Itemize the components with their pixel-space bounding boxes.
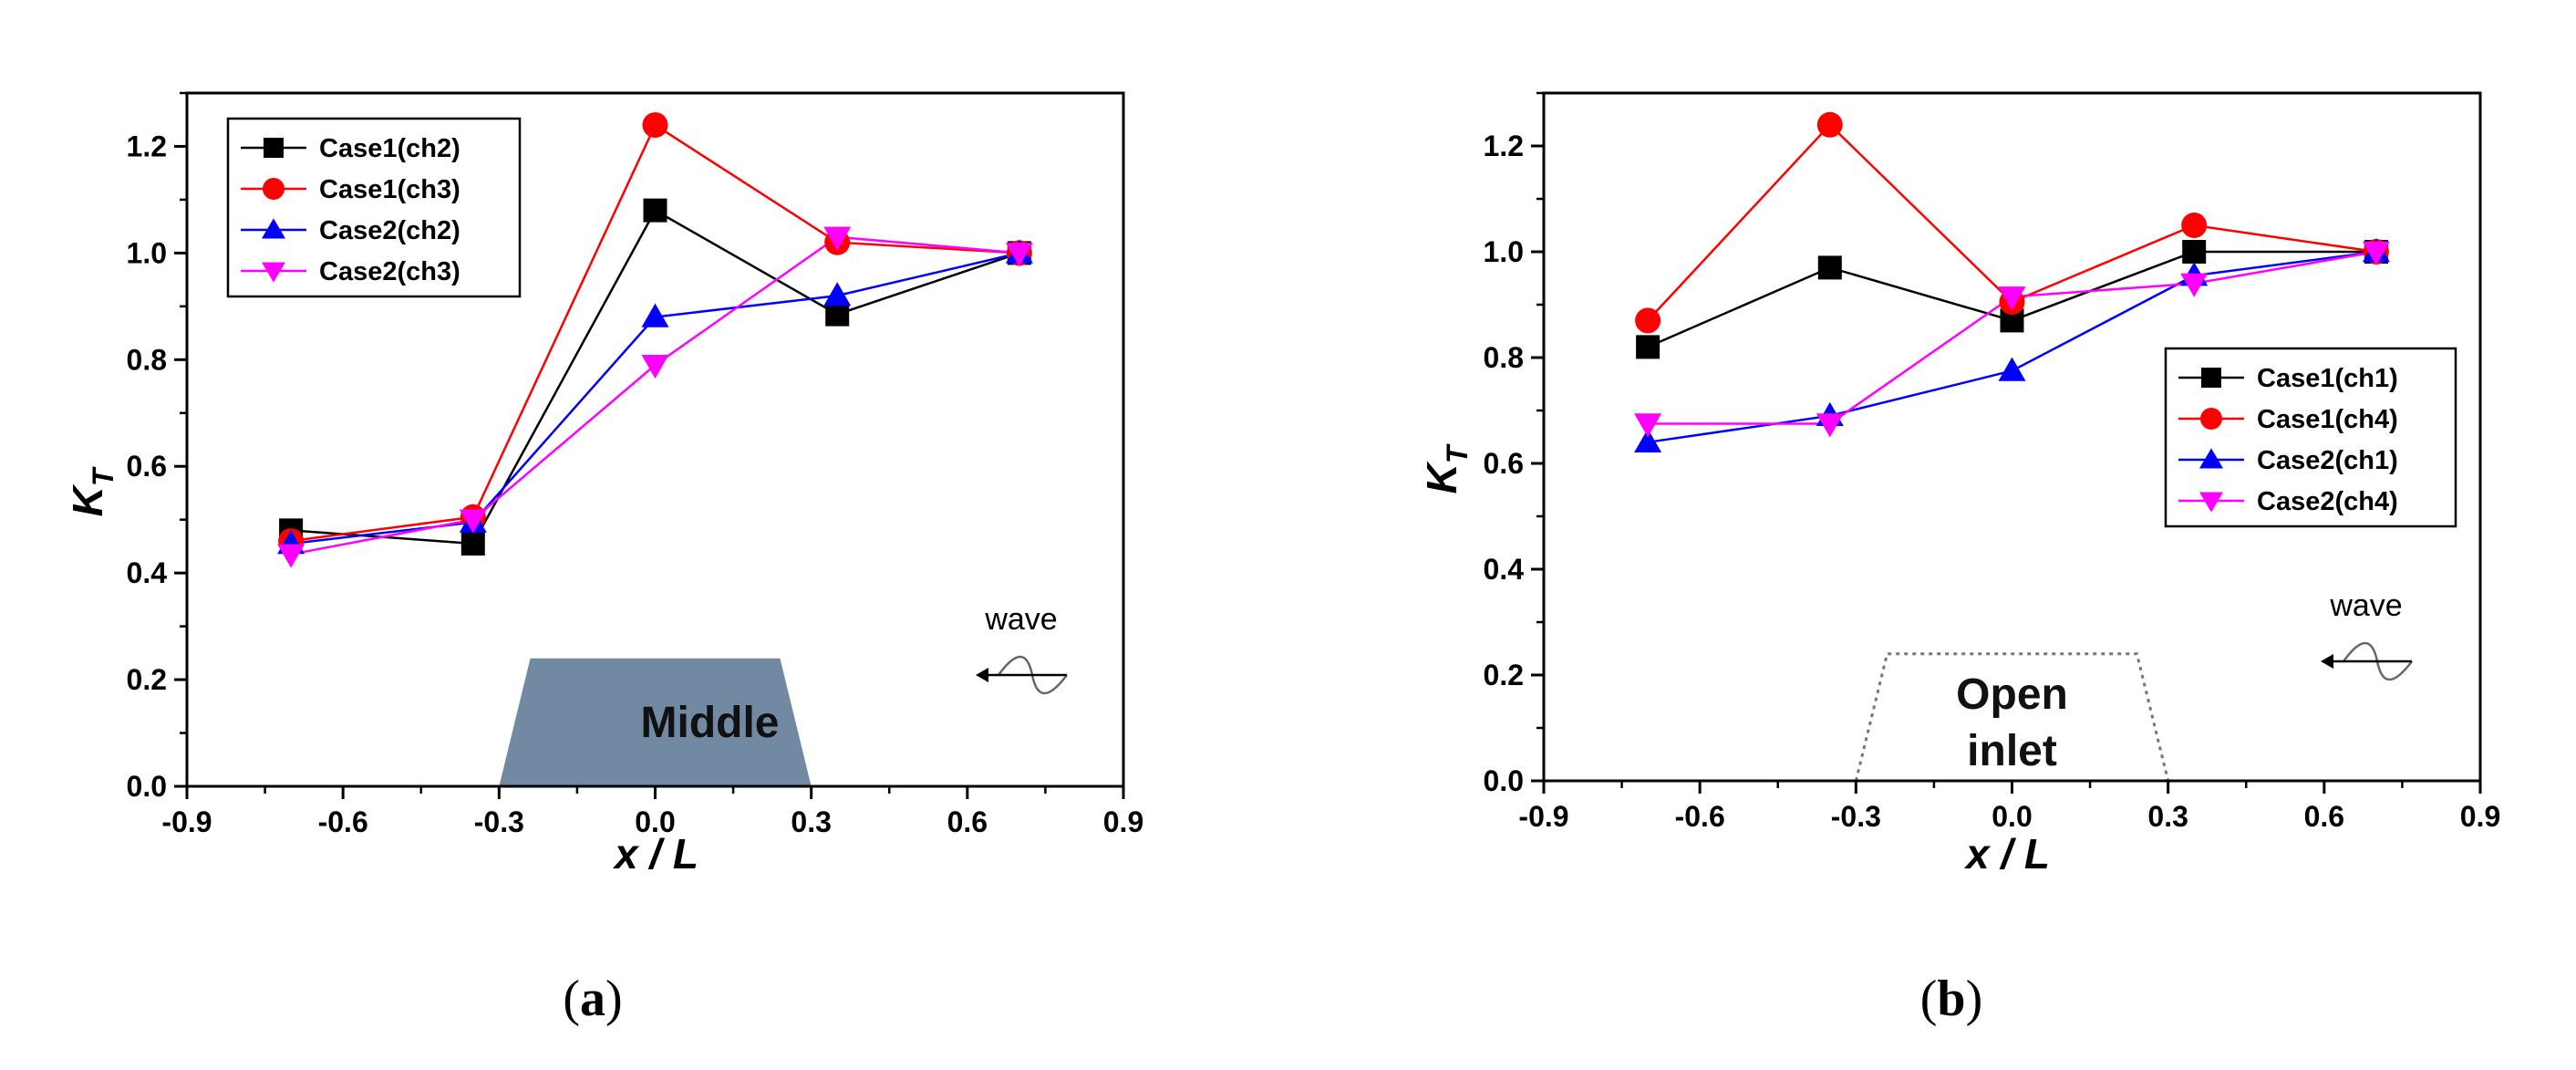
y-tick-label: 1.0 xyxy=(127,236,167,269)
data-point xyxy=(1005,243,1033,267)
structure-shape xyxy=(1854,652,2170,782)
data-point xyxy=(1635,307,1661,334)
data-point xyxy=(1634,428,1662,453)
structure-shape xyxy=(499,658,812,786)
y-tick-label: 0.4 xyxy=(127,556,168,589)
x-tick-label: -0.6 xyxy=(1675,800,1725,833)
wave-label: wave xyxy=(2329,588,2402,623)
y-tick-label: 0.0 xyxy=(1484,764,1524,797)
legend-entry: Case1(ch4) xyxy=(2257,405,2398,434)
caption-open-paren: ( xyxy=(1920,971,1938,1027)
chart-panel-a: Middle -0.9 -0.6 -0.3 0.0 0.3 0.6 0.9 0.0 0.2 0.4 0… xyxy=(64,91,1143,1027)
caption-letter: a xyxy=(580,971,605,1027)
wave-arrow-icon xyxy=(2321,654,2333,669)
data-point xyxy=(1816,111,1843,138)
legend-entry: Case1(ch3) xyxy=(319,175,460,204)
data-point xyxy=(641,303,669,327)
x-tick-label: -0.3 xyxy=(474,805,524,838)
legend-entry: Case2(ch2) xyxy=(319,216,460,245)
data-point xyxy=(2362,241,2390,265)
structure-label-line: Open xyxy=(1956,670,2068,719)
caption-close-paren: ) xyxy=(1966,971,1983,1027)
x-tick-label: -0.3 xyxy=(1831,800,1881,833)
structure-label-line: inlet xyxy=(1967,727,2057,775)
data-point xyxy=(1636,335,1660,359)
legend-entry: Case2(ch4) xyxy=(2257,487,2398,516)
data-point xyxy=(643,198,667,223)
y-tick-label: 0.6 xyxy=(127,450,167,483)
panel-caption: (b) xyxy=(1920,971,1982,1027)
x-tick-label: 0.3 xyxy=(791,805,831,838)
y-tick-label: 0.2 xyxy=(1484,659,1524,691)
legend-marker xyxy=(2200,408,2222,430)
data-point xyxy=(2182,240,2207,264)
caption-close-paren: ) xyxy=(605,971,623,1027)
wave-label: wave xyxy=(984,602,1057,637)
x-tick-label: 0.3 xyxy=(2147,800,2188,833)
caption-letter: b xyxy=(1937,971,1965,1027)
y-tick-label: 0.2 xyxy=(127,663,167,696)
x-axis-label: x / L xyxy=(1963,830,2050,878)
y-tick-label: 1.0 xyxy=(1484,235,1524,268)
data-point xyxy=(1998,286,2026,311)
data-point xyxy=(1998,357,2026,381)
data-point xyxy=(642,112,668,139)
x-tick-label: 0.9 xyxy=(2460,800,2500,833)
data-point xyxy=(460,532,485,556)
legend-marker xyxy=(262,218,285,239)
data-point xyxy=(641,354,669,379)
x-tick-label: -0.6 xyxy=(318,805,368,838)
x-tick-label: 0.0 xyxy=(635,805,675,838)
legend-marker xyxy=(2199,492,2223,513)
data-point xyxy=(823,226,852,251)
y-tick-label: 0.8 xyxy=(1484,341,1524,374)
data-point xyxy=(459,509,487,534)
y-axis-label-main: K xyxy=(64,483,111,516)
legend-marker xyxy=(263,178,284,200)
y-tick-label: 1.2 xyxy=(127,130,167,162)
data-point xyxy=(2180,273,2209,297)
legend-entry: Case2(ch1) xyxy=(2257,446,2398,475)
x-tick-label: 0.6 xyxy=(2304,800,2344,833)
legend-entry: Case2(ch3) xyxy=(319,257,460,286)
data-point xyxy=(1816,413,1844,438)
x-tick-label: 0.0 xyxy=(1991,800,2032,833)
legend-marker xyxy=(2199,448,2223,469)
y-tick-label: 1.2 xyxy=(1484,130,1524,162)
x-tick-label: -0.9 xyxy=(1518,800,1568,833)
data-point xyxy=(1817,255,1842,280)
legend-marker xyxy=(2201,368,2221,388)
x-tick-label: 0.6 xyxy=(947,805,988,838)
x-tick-label: 0.9 xyxy=(1103,805,1143,838)
y-tick-label: 0.6 xyxy=(1484,447,1524,480)
legend-entry: Case1(ch1) xyxy=(2257,364,2398,393)
data-point xyxy=(1634,413,1662,438)
y-axis-label: KT xyxy=(1418,443,1474,493)
wave-arrow-icon xyxy=(976,668,988,682)
legend-entry: Case1(ch2) xyxy=(319,134,460,163)
y-tick-label: 0.0 xyxy=(127,770,167,803)
y-axis-label: KT xyxy=(64,466,119,516)
y-axis-label-sub: T xyxy=(87,466,119,486)
structure-label: Middle xyxy=(641,699,780,747)
panel-caption: (a) xyxy=(563,971,622,1027)
chart-panel-b: Open inlet -0.9 -0.6 -0.3 0.0 0.3 0.6 0.9 0.0 0.2 0… xyxy=(1418,91,2500,1027)
y-axis-label-sub: T xyxy=(1441,443,1474,463)
legend-marker xyxy=(264,138,284,158)
y-tick-label: 0.4 xyxy=(1484,553,1525,586)
data-point xyxy=(823,282,852,306)
data-point xyxy=(825,302,850,327)
caption-open-paren: ( xyxy=(563,971,580,1027)
data-point xyxy=(277,544,305,568)
x-axis-label: x / L xyxy=(612,830,698,878)
y-tick-label: 0.8 xyxy=(127,343,167,376)
x-tick-label: -0.9 xyxy=(161,805,212,838)
y-axis-label-main: K xyxy=(1418,461,1465,493)
legend-marker xyxy=(262,262,285,283)
data-point xyxy=(2181,213,2208,238)
